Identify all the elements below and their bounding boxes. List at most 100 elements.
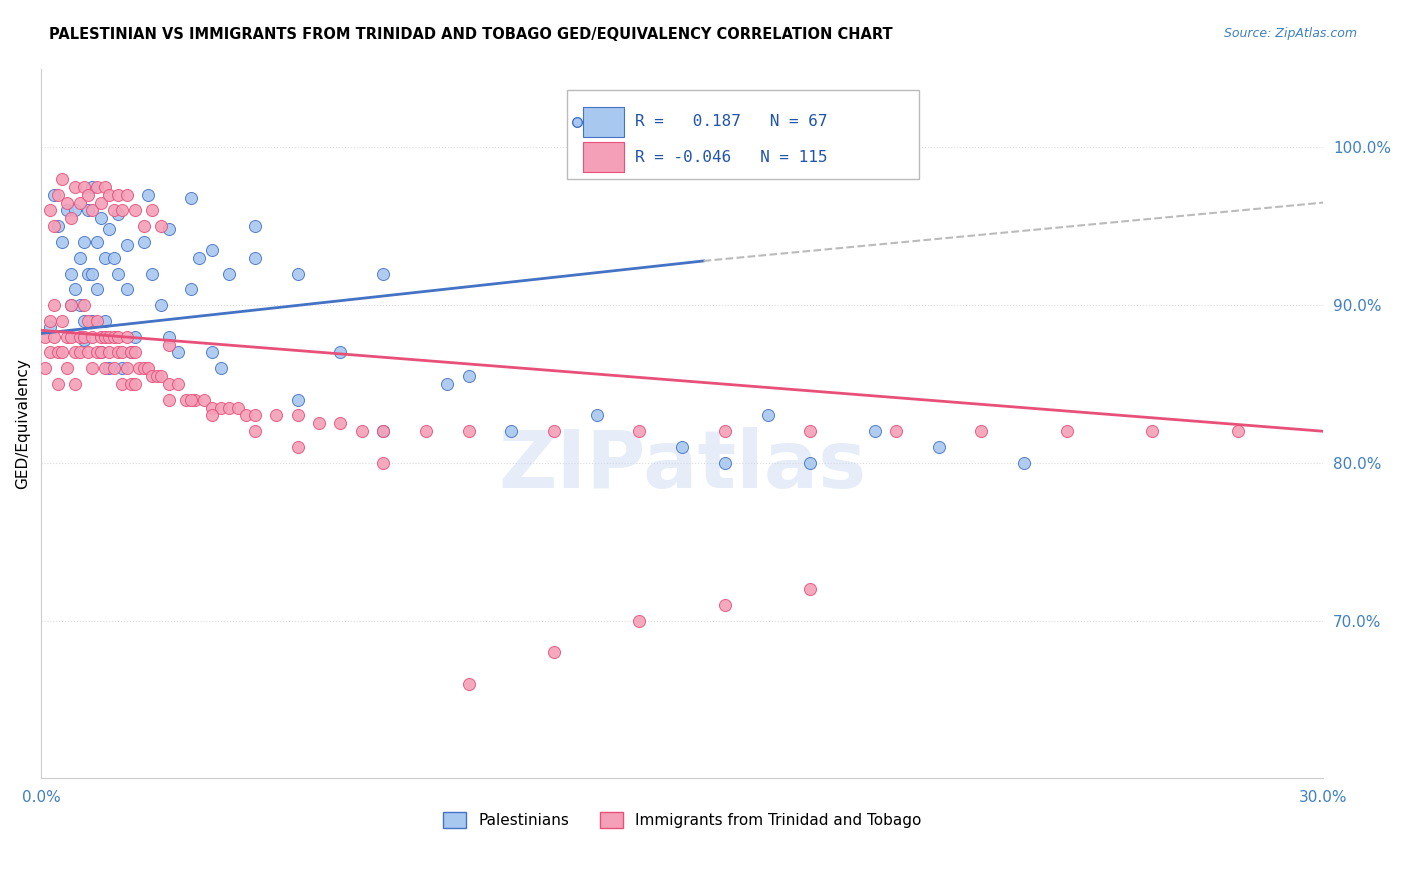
Point xyxy=(38,314,60,328)
Point xyxy=(1142,424,1164,438)
Point xyxy=(209,361,232,376)
Point xyxy=(69,329,91,343)
Point xyxy=(235,409,257,423)
Point xyxy=(98,345,121,359)
Point xyxy=(38,320,60,334)
Point xyxy=(218,401,240,415)
Point xyxy=(329,417,352,431)
Point xyxy=(157,329,180,343)
Point xyxy=(73,298,96,312)
Point xyxy=(928,440,950,454)
Point xyxy=(42,219,65,234)
Point xyxy=(1226,424,1249,438)
Point xyxy=(124,345,146,359)
Point xyxy=(86,345,108,359)
Point xyxy=(157,392,180,407)
Point xyxy=(671,440,693,454)
Point xyxy=(60,267,83,281)
Point xyxy=(457,424,479,438)
Point xyxy=(157,376,180,391)
Point xyxy=(42,187,65,202)
Point xyxy=(193,392,215,407)
Point xyxy=(218,267,240,281)
Point xyxy=(94,179,117,194)
Point xyxy=(98,329,121,343)
Point xyxy=(111,203,134,218)
Point xyxy=(94,329,117,343)
Point xyxy=(132,361,155,376)
Point xyxy=(457,676,479,690)
Point xyxy=(128,361,150,376)
Point xyxy=(60,298,83,312)
Point xyxy=(65,376,87,391)
Point xyxy=(136,361,159,376)
Point xyxy=(124,203,146,218)
Point xyxy=(34,361,56,376)
Text: R =   0.187   N = 67: R = 0.187 N = 67 xyxy=(634,114,827,129)
Point xyxy=(243,251,266,265)
Point xyxy=(226,401,249,415)
Point xyxy=(371,424,394,438)
Point xyxy=(180,392,202,407)
Point xyxy=(120,345,142,359)
Point xyxy=(201,345,224,359)
Point xyxy=(86,179,108,194)
Point xyxy=(34,329,56,343)
Point xyxy=(65,345,87,359)
Point xyxy=(176,392,198,407)
Point xyxy=(141,267,163,281)
Point xyxy=(73,329,96,343)
Point xyxy=(145,369,167,384)
Point xyxy=(371,424,394,438)
Point xyxy=(94,251,117,265)
Point xyxy=(628,424,651,438)
Point xyxy=(863,424,886,438)
Point xyxy=(38,203,60,218)
Point xyxy=(82,361,104,376)
Point xyxy=(884,424,907,438)
Point xyxy=(120,345,142,359)
Point xyxy=(86,282,108,296)
Point xyxy=(436,376,458,391)
Point xyxy=(457,369,479,384)
Point xyxy=(111,345,134,359)
FancyBboxPatch shape xyxy=(583,107,624,136)
Point xyxy=(970,424,993,438)
Point xyxy=(90,345,112,359)
Point xyxy=(98,361,121,376)
Text: ZIPatlas: ZIPatlas xyxy=(498,427,866,505)
Point xyxy=(69,195,91,210)
Point xyxy=(51,172,73,186)
Point xyxy=(543,645,565,659)
Point xyxy=(82,267,104,281)
Point xyxy=(714,456,737,470)
Point xyxy=(103,203,125,218)
Point xyxy=(308,417,330,431)
Point xyxy=(73,235,96,249)
Point xyxy=(756,409,779,423)
Point xyxy=(77,314,100,328)
Point xyxy=(82,179,104,194)
Point xyxy=(107,345,129,359)
Point xyxy=(201,243,224,257)
Point xyxy=(65,282,87,296)
Point xyxy=(714,598,737,612)
Point xyxy=(585,409,607,423)
Point xyxy=(46,376,69,391)
Point xyxy=(115,238,138,252)
Point xyxy=(201,401,224,415)
Point xyxy=(111,376,134,391)
Point xyxy=(60,298,83,312)
Point xyxy=(90,329,112,343)
Point xyxy=(103,251,125,265)
Point xyxy=(1012,456,1035,470)
Point xyxy=(136,187,159,202)
Point xyxy=(501,424,523,438)
Point xyxy=(42,298,65,312)
Point xyxy=(103,361,125,376)
Point xyxy=(65,179,87,194)
Point xyxy=(86,314,108,328)
Point xyxy=(111,361,134,376)
Point xyxy=(103,329,125,343)
Point xyxy=(543,424,565,438)
